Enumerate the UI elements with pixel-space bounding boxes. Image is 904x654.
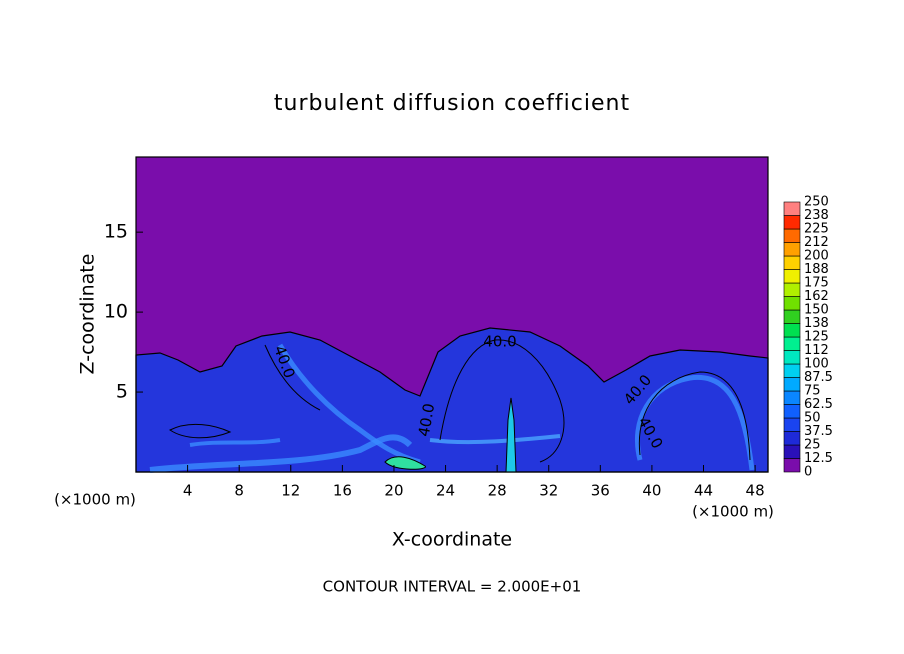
x-tick-label: 4 — [183, 482, 193, 500]
colorbar-label: 62.5 — [804, 397, 833, 412]
x-unit: (×1000 m) — [692, 503, 774, 521]
colorbar-cell — [783, 350, 801, 365]
colorbar-cell — [783, 390, 801, 405]
contour-line — [439, 339, 565, 463]
colorbar-label: 212 — [804, 235, 829, 250]
colorbar-cell — [783, 336, 801, 351]
contour-label: 40.0 — [483, 333, 516, 351]
colorbar-label: 188 — [804, 262, 829, 277]
y-axis-label: Z-coordinate — [77, 254, 99, 375]
colorbar-cell — [783, 377, 801, 392]
colorbar-cell — [783, 228, 801, 243]
colorbar-label: 138 — [804, 316, 829, 331]
colorbar-label: 150 — [804, 303, 829, 318]
contour-line — [169, 423, 232, 439]
colorbar-cell — [783, 363, 801, 378]
colorbar-cell — [783, 255, 801, 270]
plot-frame — [135, 156, 769, 473]
colorbar-label: 100 — [804, 357, 829, 372]
colorbar-label: 225 — [804, 222, 829, 237]
x-tick-label: 8 — [234, 482, 244, 500]
x-axis-label: X-coordinate — [392, 529, 512, 551]
y-unit: (×1000 m) — [54, 491, 136, 509]
colorbar-cell — [783, 309, 801, 324]
colorbar-cell — [783, 404, 801, 419]
x-tick-label: 36 — [591, 482, 610, 500]
colorbar-label: 12.5 — [804, 451, 833, 466]
x-tick-label: 20 — [384, 482, 403, 500]
colorbar-cell — [783, 269, 801, 284]
colorbar-cell — [783, 444, 801, 459]
streak — [634, 374, 755, 471]
contour-line — [638, 371, 751, 461]
colorbar-label: 200 — [804, 249, 829, 264]
colorbar-cell — [783, 458, 801, 473]
colorbar-label: 175 — [804, 276, 829, 291]
x-tick-label: 16 — [333, 482, 352, 500]
colorbar-label: 25 — [804, 438, 821, 453]
colorbar-label: 125 — [804, 330, 829, 345]
hot-spot — [384, 456, 426, 470]
x-tick-label: 40 — [642, 482, 661, 500]
streak — [149, 434, 413, 473]
colorbar-label: 238 — [804, 208, 829, 223]
colorbar-cell — [783, 323, 801, 338]
x-tick-label: 12 — [281, 482, 300, 500]
x-tick-label: 24 — [436, 482, 455, 500]
colorbar-label: 112 — [804, 343, 829, 358]
colorbar-label: 37.5 — [804, 424, 833, 439]
colorbar-cell — [783, 296, 801, 311]
streak — [277, 343, 421, 465]
colorbar-cell — [783, 431, 801, 446]
streak — [189, 438, 281, 447]
footnote: CONTOUR INTERVAL = 2.000E+01 — [323, 578, 582, 596]
colorbar-cell — [783, 201, 801, 216]
x-tick-label: 28 — [488, 482, 507, 500]
y-tick-label: 15 — [104, 221, 128, 243]
colorbar-cell — [783, 282, 801, 297]
colorbar-label: 87.5 — [804, 370, 833, 385]
colorbar-label: 75 — [804, 384, 821, 399]
x-tick-label: 44 — [694, 482, 713, 500]
colorbar-label: 162 — [804, 289, 829, 304]
field — [135, 156, 769, 473]
colorbar-cell — [783, 215, 801, 230]
y-tick-label: 10 — [104, 301, 128, 323]
contour-label: 40.0 — [415, 402, 439, 438]
streak — [429, 434, 561, 445]
colorbar-label: 250 — [804, 195, 829, 210]
colorbar-cell — [783, 242, 801, 257]
x-tick-label: 32 — [539, 482, 558, 500]
y-tick-label: 5 — [116, 381, 128, 403]
colorbar-cell — [783, 417, 801, 432]
colorbar-label: 0 — [804, 465, 812, 480]
contour-line — [264, 344, 321, 411]
chart-title: turbulent diffusion coefficient — [274, 91, 630, 116]
x-tick-label: 48 — [746, 482, 765, 500]
colorbar-label: 50 — [804, 411, 821, 426]
